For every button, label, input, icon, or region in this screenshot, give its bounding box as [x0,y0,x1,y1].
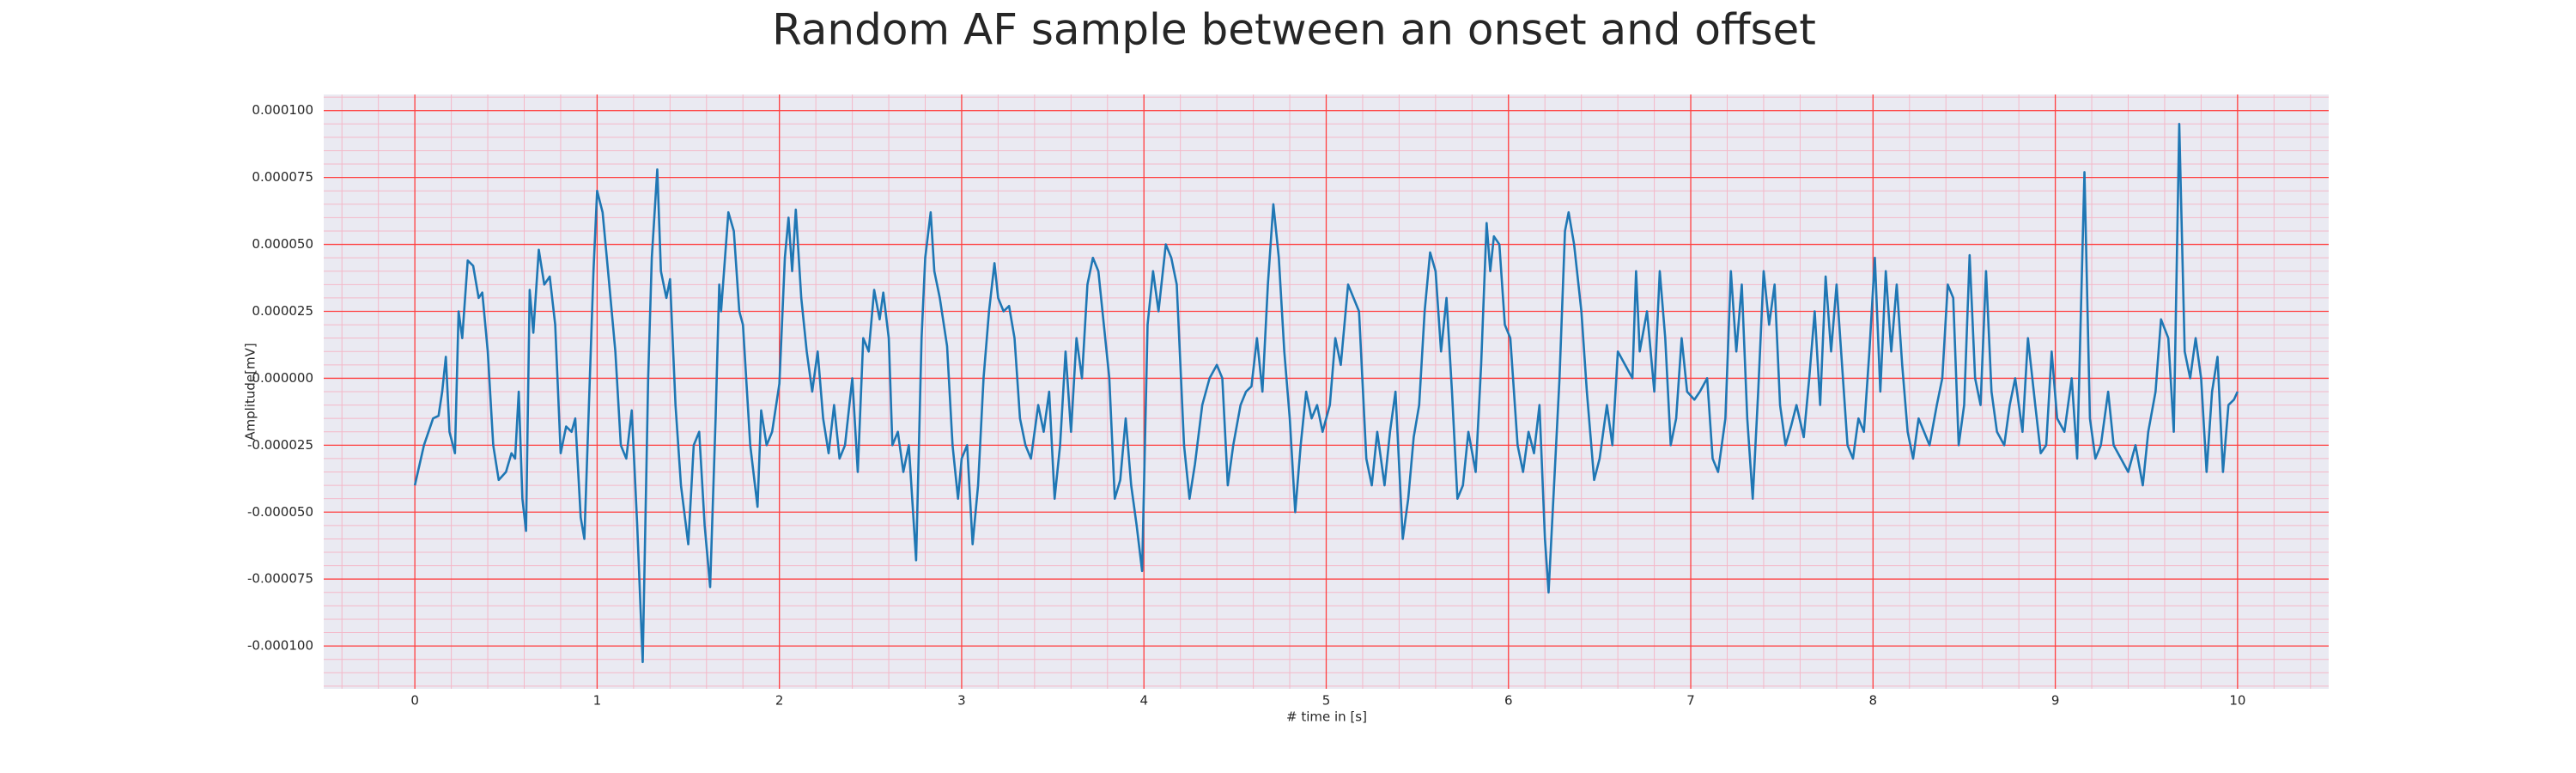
y-tick-label: 0.000050 [252,236,313,252]
y-tick-label: -0.000100 [247,638,313,654]
y-tick-label: -0.000075 [247,571,313,587]
x-tick-label: 7 [1686,693,1695,709]
y-tick-label: 0.000075 [252,169,313,185]
x-tick-label: 4 [1139,693,1148,709]
x-tick-label: 3 [957,693,966,709]
x-tick-label: 1 [593,693,602,709]
y-axis-label: Amplitude[mV] [243,343,258,440]
x-tick-label: 5 [1322,693,1331,709]
y-tick-label: 0.000100 [252,102,313,118]
x-tick-label: 9 [2051,693,2060,709]
y-tick-label: -0.000025 [247,437,313,453]
x-tick-label: 2 [775,693,784,709]
x-tick-label: 10 [2229,693,2245,709]
y-tick-label: 0.000000 [252,370,313,386]
y-tick-label: -0.000050 [247,504,313,520]
chart-title: Random AF sample between an onset and of… [772,5,1816,55]
x-tick-label: 0 [410,693,419,709]
x-tick-label: 8 [1869,693,1878,709]
x-axis-label: # time in [s] [1286,709,1367,725]
x-tick-label: 6 [1504,693,1513,709]
data-line [413,122,2239,664]
y-tick-label: 0.000025 [252,303,313,319]
